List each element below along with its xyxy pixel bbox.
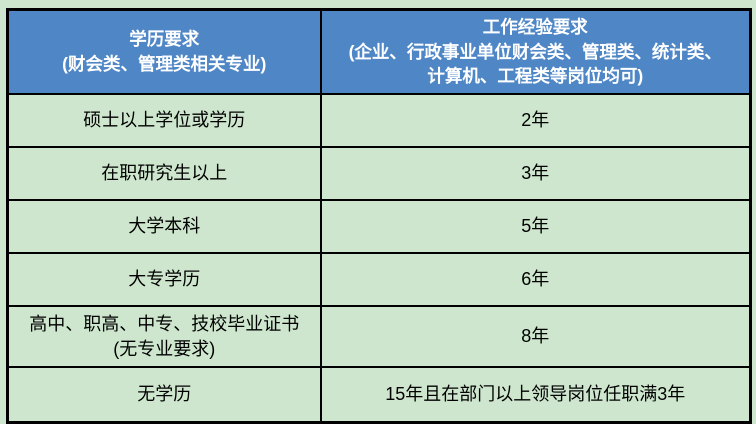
experience-cell: 6年 [319, 252, 752, 307]
table-row: 高中、职高、中专、技校毕业证书 (无专业要求) 8年 [6, 305, 752, 368]
education-cell: 硕士以上学位或学历 [6, 93, 322, 148]
table-row: 无学历 15年且在部门以上领导岗位任职满3年 [6, 366, 752, 424]
education-cell: 大专学历 [6, 252, 322, 307]
header-cell-education: 学历要求 (财会类、管理类相关专业) [6, 8, 322, 95]
experience-cell: 3年 [319, 146, 752, 201]
education-cell: 高中、职高、中专、技校毕业证书 (无专业要求) [6, 305, 322, 368]
education-cell: 大学本科 [6, 199, 322, 254]
experience-cell: 2年 [319, 93, 752, 148]
table-row: 大学本科 5年 [6, 199, 752, 254]
experience-cell: 15年且在部门以上领导岗位任职满3年 [319, 366, 752, 424]
experience-cell: 5年 [319, 199, 752, 254]
table-row: 在职研究生以上 3年 [6, 146, 752, 201]
education-cell: 在职研究生以上 [6, 146, 322, 201]
table-header-row: 学历要求 (财会类、管理类相关专业) 工作经验要求 (企业、行政事业单位财会类、… [6, 8, 752, 95]
requirements-table: 学历要求 (财会类、管理类相关专业) 工作经验要求 (企业、行政事业单位财会类、… [6, 8, 752, 424]
table-row: 硕士以上学位或学历 2年 [6, 93, 752, 148]
header-cell-experience: 工作经验要求 (企业、行政事业单位财会类、管理类、统计类、 计算机、工程类等岗位… [319, 8, 752, 95]
experience-cell: 8年 [319, 305, 752, 368]
education-cell: 无学历 [6, 366, 322, 424]
table-row: 大专学历 6年 [6, 252, 752, 307]
